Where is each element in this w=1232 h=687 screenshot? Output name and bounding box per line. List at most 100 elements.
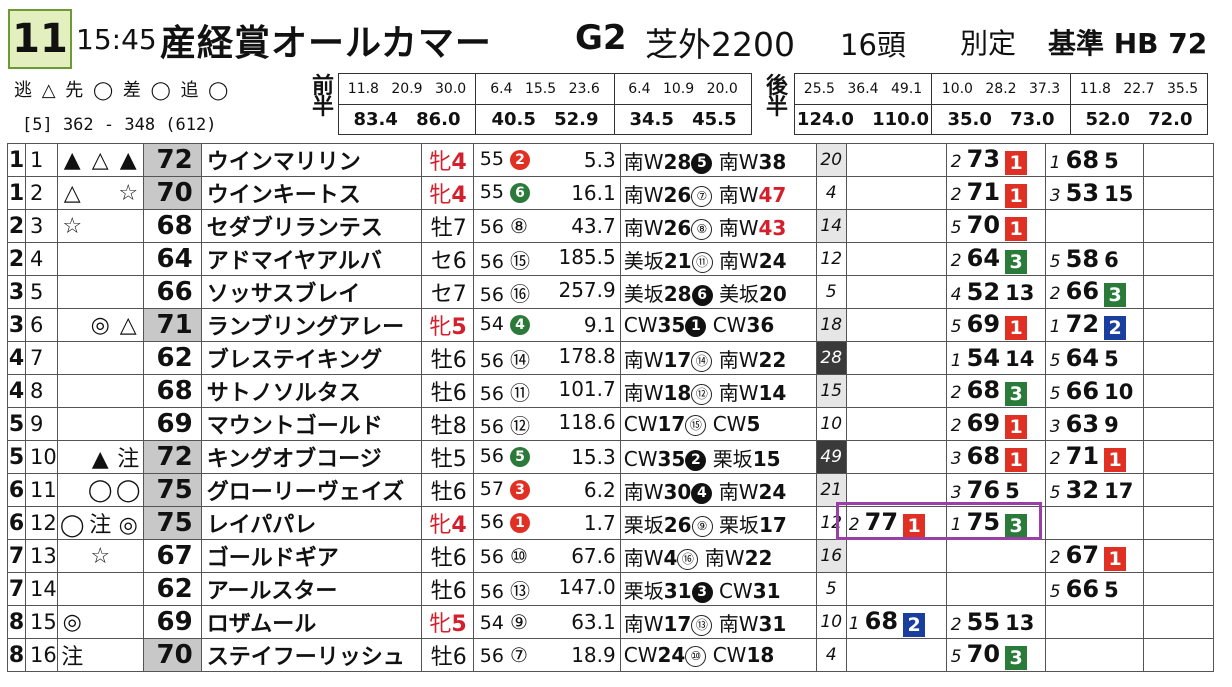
perf-count: 2 [1049, 449, 1061, 470]
perf-count: 3 [1049, 417, 1061, 437]
horse-name: ステイフーリッシュ [200, 638, 422, 672]
sex-age: 牡7 [420, 209, 474, 243]
perf-count: 3 [950, 483, 962, 503]
perf-finish: 13 [1005, 281, 1035, 305]
perf-col-3: 3 53 15 [1044, 176, 1144, 210]
waku-number: 2 [7, 242, 26, 276]
speed-index: 70 [142, 176, 202, 210]
table-row: 7 13 ☆ 67 ゴールドギア 牡6 56 ⑩ 67.6 南W4 ⑯ 南W22 16 2 67 1 [7, 539, 1214, 573]
training-mark: 3 [691, 581, 713, 603]
rank: 5 [815, 572, 847, 606]
perf-index: 67 [1065, 541, 1100, 570]
weight-odds: 56 5 15.3 [472, 440, 621, 474]
rank: 49 [815, 440, 847, 474]
time-2: 14 [758, 380, 787, 405]
weight-odds: 56 1 1.7 [472, 506, 621, 540]
win-odds: 43.7 [571, 214, 616, 238]
sex: 牝 [429, 315, 452, 340]
perf-count: 1 [950, 515, 962, 536]
entries-table: 1 1 ▲ △ ▲ 72 ウインマリリン 牝4 55 2 5.3 南W28 5 南W38 20 2 73 … [7, 143, 1214, 672]
waku-number: 8 [7, 638, 26, 672]
horse-number: 7 [25, 341, 58, 375]
perf-finish-box: 3 [1005, 249, 1028, 274]
training: 南W28 5 南W38 [619, 143, 817, 177]
perf-col-1 [845, 374, 947, 408]
time-1: 26 [663, 182, 692, 207]
blank-col [1142, 308, 1214, 342]
perf-col-1 [845, 275, 947, 309]
training-mark: ⑩ [685, 646, 707, 667]
popularity: ⑫ [509, 413, 530, 438]
waku-number: 7 [7, 572, 26, 606]
back-half-label: 後半 [765, 74, 788, 120]
training: 南W30 4 南W24 [619, 473, 817, 507]
perf-col-2 [945, 539, 1046, 573]
training: 栗坂31 3 CW31 [619, 572, 817, 606]
blank-col [1142, 143, 1214, 177]
mark: ☆ [90, 543, 110, 569]
lap-total-group: 83.4 86.0 [338, 104, 476, 135]
perf-index: 70 [966, 211, 1001, 240]
prediction-marks [56, 407, 144, 441]
perf-index: 53 [1065, 179, 1100, 207]
waku-number: 4 [7, 374, 26, 408]
horse-name: セダブリランテス [200, 209, 422, 243]
sex: 牡 [430, 381, 453, 406]
blank-col [1142, 176, 1214, 210]
mark: 注 [89, 513, 111, 538]
win-odds: 118.6 [558, 409, 616, 434]
weight-odds: 55 2 5.3 [472, 143, 621, 177]
rank: 10 [815, 605, 847, 639]
mark: △ [63, 180, 81, 206]
perf-index: 64 [1065, 344, 1100, 372]
win-odds: 6.2 [583, 478, 616, 502]
blank-col [1142, 506, 1214, 540]
course-2: CW [718, 578, 753, 603]
perf-finish: 6 [1104, 248, 1119, 272]
popularity: 1 [509, 512, 530, 533]
course-1: CW [623, 412, 658, 436]
time-1: 26 [663, 512, 692, 537]
training-mark: 4 [691, 482, 713, 504]
prediction-marks: △ ☆ [56, 176, 144, 210]
time-2: 31 [752, 578, 781, 603]
course-2: 美坂 [718, 281, 759, 306]
rank: 15 [815, 374, 847, 408]
perf-finish: 5 [1104, 149, 1119, 173]
age: 7 [452, 216, 467, 241]
perf-index: 72 [1065, 310, 1100, 339]
blank-col [1142, 407, 1214, 441]
perf-finish: 9 [1104, 413, 1119, 437]
time-2: 5 [746, 412, 761, 436]
weight-odds: 56 ⑦ 18.9 [472, 638, 621, 672]
win-odds: 18.9 [571, 643, 616, 667]
prediction-marks: ◯ 注 ◎ [56, 506, 144, 540]
prediction-marks: ☆ [56, 539, 144, 573]
perf-index: 63 [1065, 410, 1100, 438]
mark: △ [119, 312, 137, 338]
perf-count: 2 [950, 615, 962, 635]
age: 6 [452, 579, 467, 604]
mark: ◯ [115, 477, 141, 503]
course-1: 南W [623, 182, 664, 207]
horse-number: 2 [25, 176, 58, 210]
prediction-marks [56, 242, 144, 276]
sex-age: 牡5 [420, 440, 474, 474]
horse-number: 12 [25, 506, 58, 540]
time-2: 24 [758, 248, 787, 273]
blank-col [1142, 374, 1214, 408]
blank-col [1142, 440, 1214, 474]
time-2: 17 [758, 512, 787, 537]
mark: ◯ [87, 477, 113, 503]
win-odds: 15.3 [571, 445, 616, 469]
waku-number: 3 [7, 308, 26, 342]
prediction-marks: ◯ ◯ [56, 473, 144, 507]
perf-index: 73 [966, 145, 1001, 174]
weight-odds: 54 ⑨ 63.1 [472, 605, 621, 639]
sex-age: 牡8 [420, 407, 474, 441]
carried-weight: 56 [479, 580, 504, 603]
training: 南W17 ⑭ 南W22 [619, 341, 817, 375]
perf-count: 1 [1049, 153, 1061, 173]
mark: ◎ [118, 513, 138, 538]
rank: 4 [815, 638, 847, 672]
